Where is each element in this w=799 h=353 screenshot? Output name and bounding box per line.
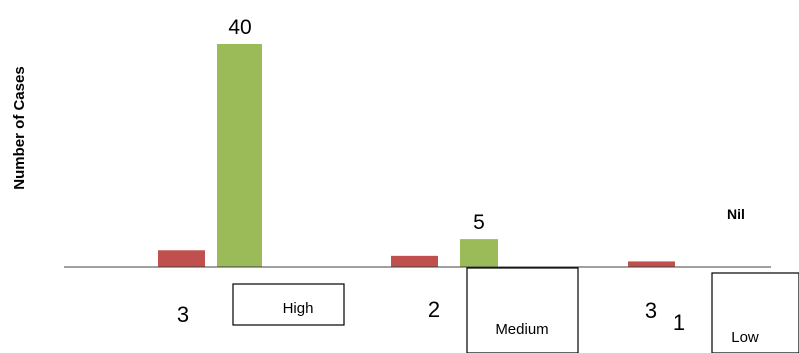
bar-series-1-high <box>158 250 205 267</box>
bar-series-1-low <box>628 261 675 267</box>
bar-series-2-high <box>217 44 262 267</box>
bars-layer <box>158 44 675 267</box>
count-label-medium: 2 <box>428 297 440 322</box>
y-axis-label: Number of Cases <box>11 66 28 189</box>
data-label-medium: 5 <box>473 211 485 234</box>
count-label-low-2: 1 <box>673 310 685 335</box>
category-label-low: Low <box>731 329 759 346</box>
category-label-high: High <box>283 300 314 317</box>
category-label-medium: Medium <box>495 321 548 338</box>
bar-series-2-medium <box>460 239 498 267</box>
category-box-high <box>232 283 345 326</box>
bar-series-1-medium <box>391 255 438 267</box>
category-box-medium <box>466 267 579 353</box>
count-label-low: 3 <box>645 298 657 323</box>
count-label-high: 3 <box>177 302 189 327</box>
category-box-low <box>711 272 799 353</box>
data-label-high: 40 <box>228 16 251 39</box>
data-label-low: Nil <box>727 206 745 222</box>
